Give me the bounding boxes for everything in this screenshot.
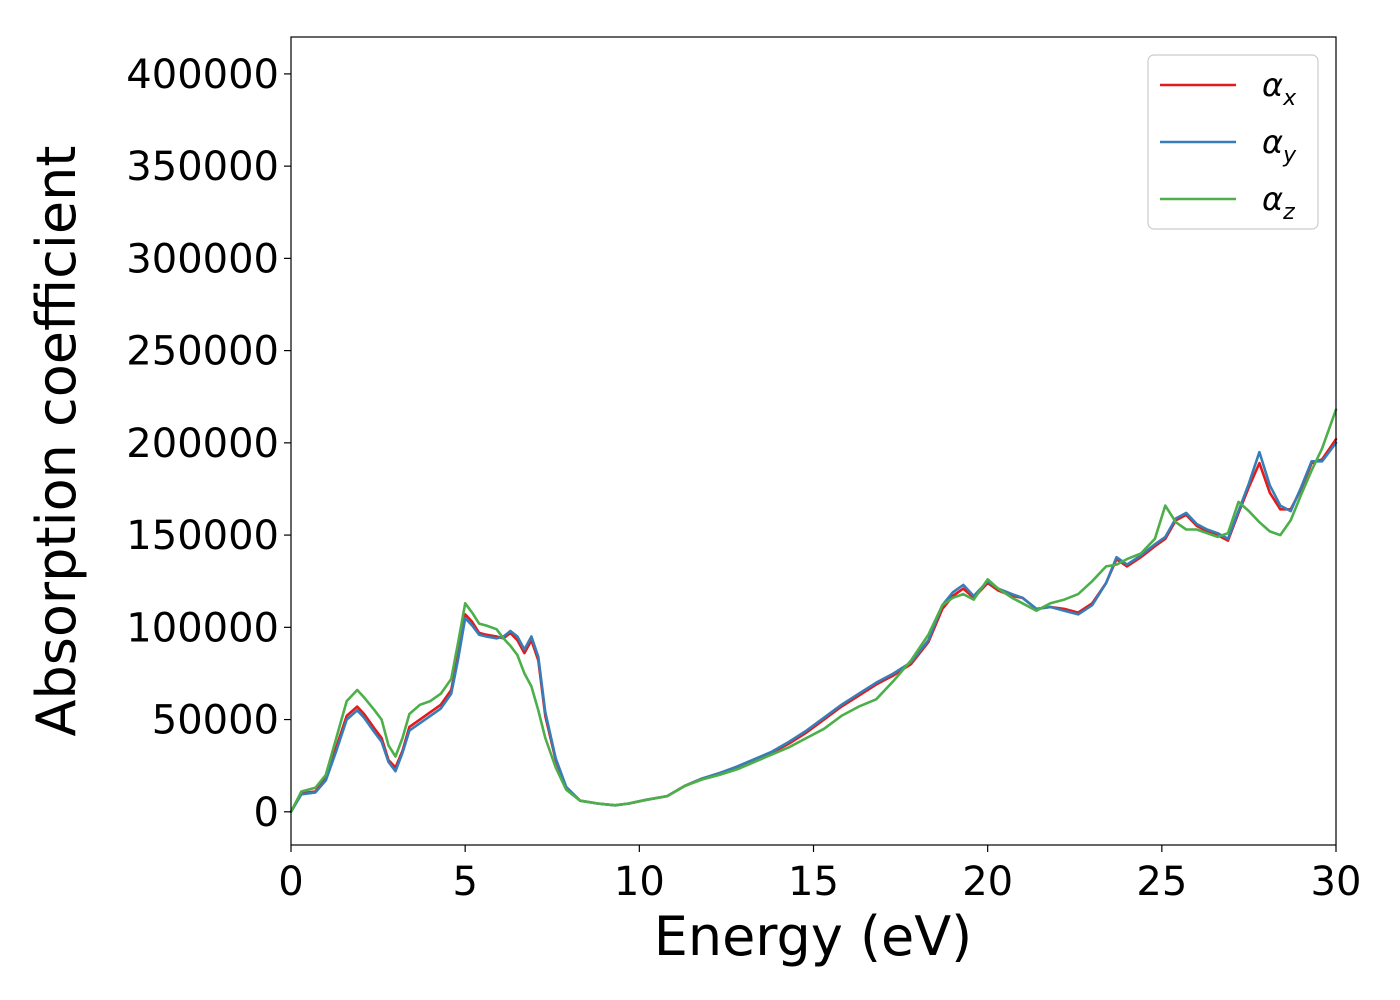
- series-layer: [289, 408, 1338, 814]
- legend-label-x: αx: [1262, 66, 1297, 111]
- x-tick-label: 15: [788, 859, 839, 905]
- x-tick-label: 25: [1136, 859, 1187, 905]
- y-tick-label: 50000: [152, 698, 279, 744]
- legend-label-z: αz: [1262, 180, 1295, 225]
- y-tick-label: 350000: [126, 144, 279, 190]
- y-tick-label: 300000: [126, 236, 279, 282]
- series-line-y: [289, 441, 1338, 814]
- legend-label-subscript: z: [1282, 200, 1295, 225]
- series-line-z: [289, 408, 1338, 814]
- y-axis-label: Absorption coefficient: [25, 146, 88, 737]
- legend-label-base: α: [1262, 180, 1283, 218]
- x-axis-label: Energy (eV): [654, 905, 973, 968]
- x-tick-label: 5: [452, 859, 477, 905]
- y-tick-label: 400000: [126, 52, 279, 98]
- x-axis: 0 5 10 15 20 25 30: [278, 845, 1361, 905]
- y-axis: 0 50000 100000 150000 200000 250000 300000 3500…: [126, 52, 291, 836]
- legend-label-base: α: [1262, 123, 1283, 161]
- legend-label-y: αy: [1262, 123, 1297, 168]
- y-tick-label: 0: [254, 790, 279, 836]
- y-tick-label: 200000: [126, 421, 279, 467]
- y-tick-label: 250000: [126, 329, 279, 375]
- legend-label-subscript: y: [1282, 143, 1297, 168]
- legend-label-base: α: [1262, 66, 1283, 104]
- y-tick-label: 150000: [126, 513, 279, 559]
- x-tick-label: 20: [962, 859, 1013, 905]
- x-tick-label: 10: [614, 859, 665, 905]
- y-tick-label: 100000: [126, 605, 279, 651]
- x-tick-label: 0: [278, 859, 303, 905]
- x-tick-label: 30: [1311, 859, 1362, 905]
- legend-label-subscript: x: [1282, 86, 1297, 111]
